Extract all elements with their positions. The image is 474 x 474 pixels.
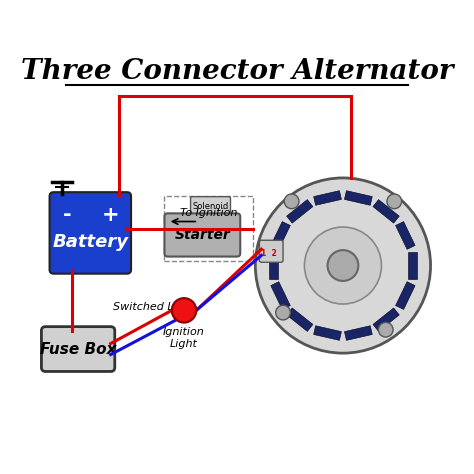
Polygon shape <box>287 308 313 331</box>
Text: Ignition
Light: Ignition Light <box>163 328 205 349</box>
Polygon shape <box>345 191 372 205</box>
Text: +: + <box>102 205 119 225</box>
Polygon shape <box>408 252 417 279</box>
Text: To Ignition: To Ignition <box>180 208 237 218</box>
Polygon shape <box>373 200 399 223</box>
Bar <box>164 196 253 262</box>
Circle shape <box>276 305 291 320</box>
Text: 1  2: 1 2 <box>261 249 277 258</box>
Circle shape <box>328 250 358 281</box>
Text: -: - <box>63 205 71 225</box>
Polygon shape <box>314 326 341 340</box>
FancyBboxPatch shape <box>164 213 240 256</box>
Polygon shape <box>271 221 290 249</box>
Circle shape <box>284 194 299 209</box>
FancyBboxPatch shape <box>191 197 230 216</box>
Polygon shape <box>287 200 313 223</box>
Polygon shape <box>373 308 399 331</box>
Circle shape <box>255 178 430 353</box>
Polygon shape <box>396 282 415 310</box>
FancyBboxPatch shape <box>259 240 283 262</box>
Circle shape <box>378 322 393 337</box>
Circle shape <box>172 298 196 323</box>
Polygon shape <box>269 252 278 279</box>
Circle shape <box>387 194 401 209</box>
Text: Three Connector Alternator: Three Connector Alternator <box>21 58 453 85</box>
Text: Fuse Box: Fuse Box <box>40 342 116 356</box>
Polygon shape <box>314 191 341 205</box>
Polygon shape <box>396 221 415 249</box>
FancyBboxPatch shape <box>50 192 131 273</box>
Text: Battery: Battery <box>52 233 128 251</box>
Text: Starter: Starter <box>174 228 230 242</box>
Polygon shape <box>345 326 372 340</box>
Polygon shape <box>271 282 290 310</box>
Text: Switched Live: Switched Live <box>113 302 190 312</box>
Text: Solenoid: Solenoid <box>192 202 228 211</box>
FancyBboxPatch shape <box>41 327 115 372</box>
Circle shape <box>304 227 382 304</box>
